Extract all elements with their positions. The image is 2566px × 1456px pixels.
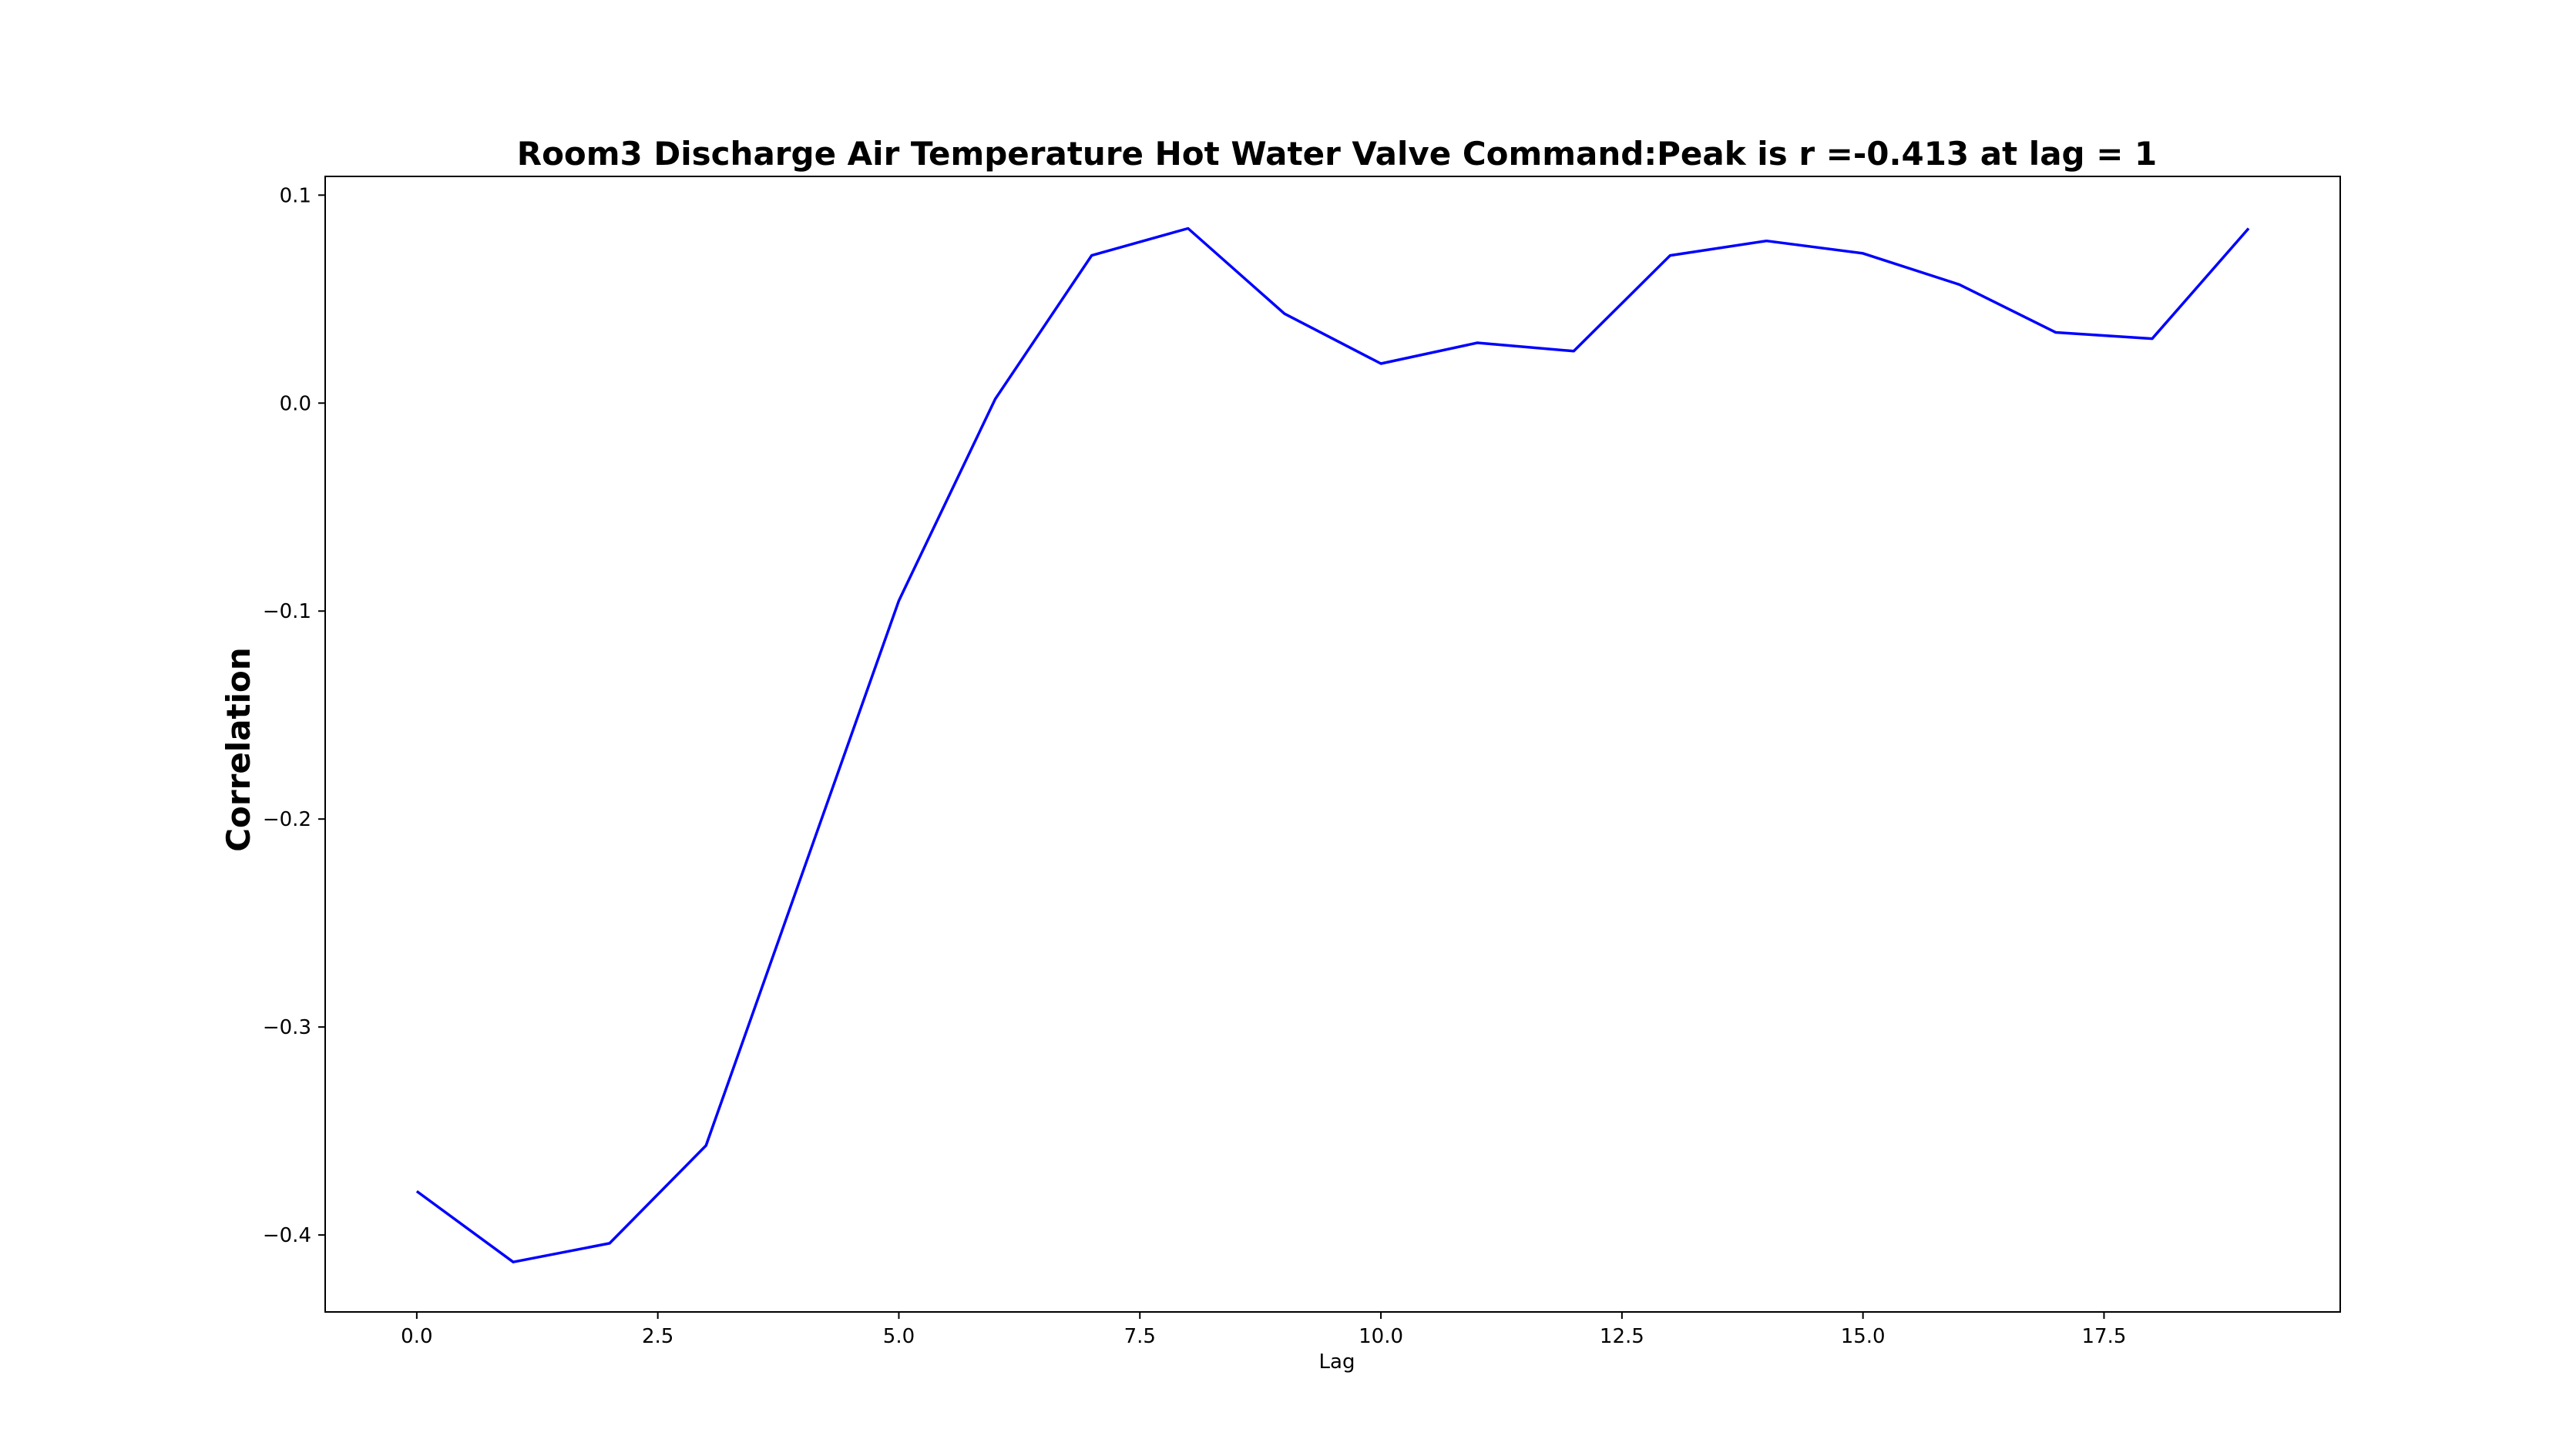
x-tick-label: 2.5 — [642, 1325, 673, 1348]
y-tick-label: 0.1 — [280, 184, 311, 207]
x-tick-label: 0.0 — [401, 1325, 432, 1348]
x-tick-label: 5.0 — [883, 1325, 915, 1348]
x-tick-label: 12.5 — [1600, 1325, 1644, 1348]
y-axis-label: Correlation — [220, 647, 257, 852]
plot-area: 0.0 2.5 5.0 7.5 10.0 12.5 15.0 17.5 0.1 0.0 −0.1 −0… — [263, 176, 2341, 1348]
x-tick-label: 7.5 — [1124, 1325, 1156, 1348]
y-tick-label: −0.4 — [263, 1224, 311, 1247]
series-line — [415, 226, 2250, 1263]
axes-frame — [324, 176, 2341, 1313]
x-tick-label: 17.5 — [2082, 1325, 2127, 1348]
y-tick-label: −0.1 — [263, 600, 311, 623]
x-axis-label: Lag — [1319, 1350, 1355, 1374]
x-tick-label: 10.0 — [1359, 1325, 1403, 1348]
chart-title: Room3 Discharge Air Temperature Hot Wate… — [517, 135, 2158, 173]
y-tick-label: 0.0 — [280, 392, 311, 415]
y-tick-label: −0.2 — [263, 808, 311, 831]
x-tick-label: 15.0 — [1841, 1325, 1886, 1348]
y-tick-label: −0.3 — [263, 1016, 311, 1039]
